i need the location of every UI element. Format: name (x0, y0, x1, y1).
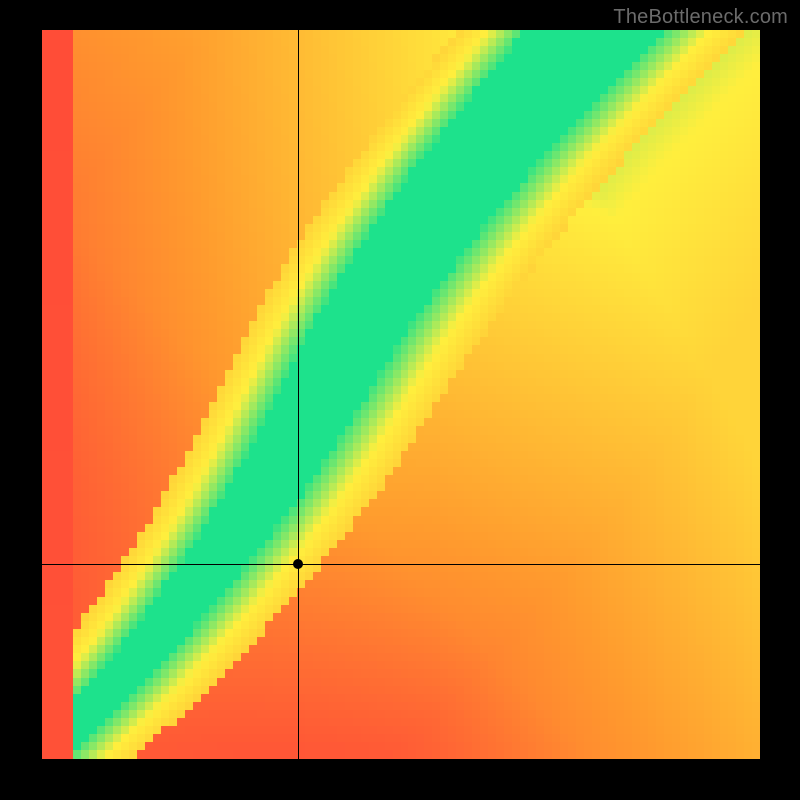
crosshair-vertical (298, 30, 299, 759)
plot-frame (42, 30, 760, 759)
crosshair-marker (293, 559, 303, 569)
crosshair-horizontal (42, 564, 760, 565)
heatmap-canvas (42, 30, 760, 759)
chart-container: TheBottleneck.com (0, 0, 800, 800)
watermark-text: TheBottleneck.com (613, 6, 788, 29)
